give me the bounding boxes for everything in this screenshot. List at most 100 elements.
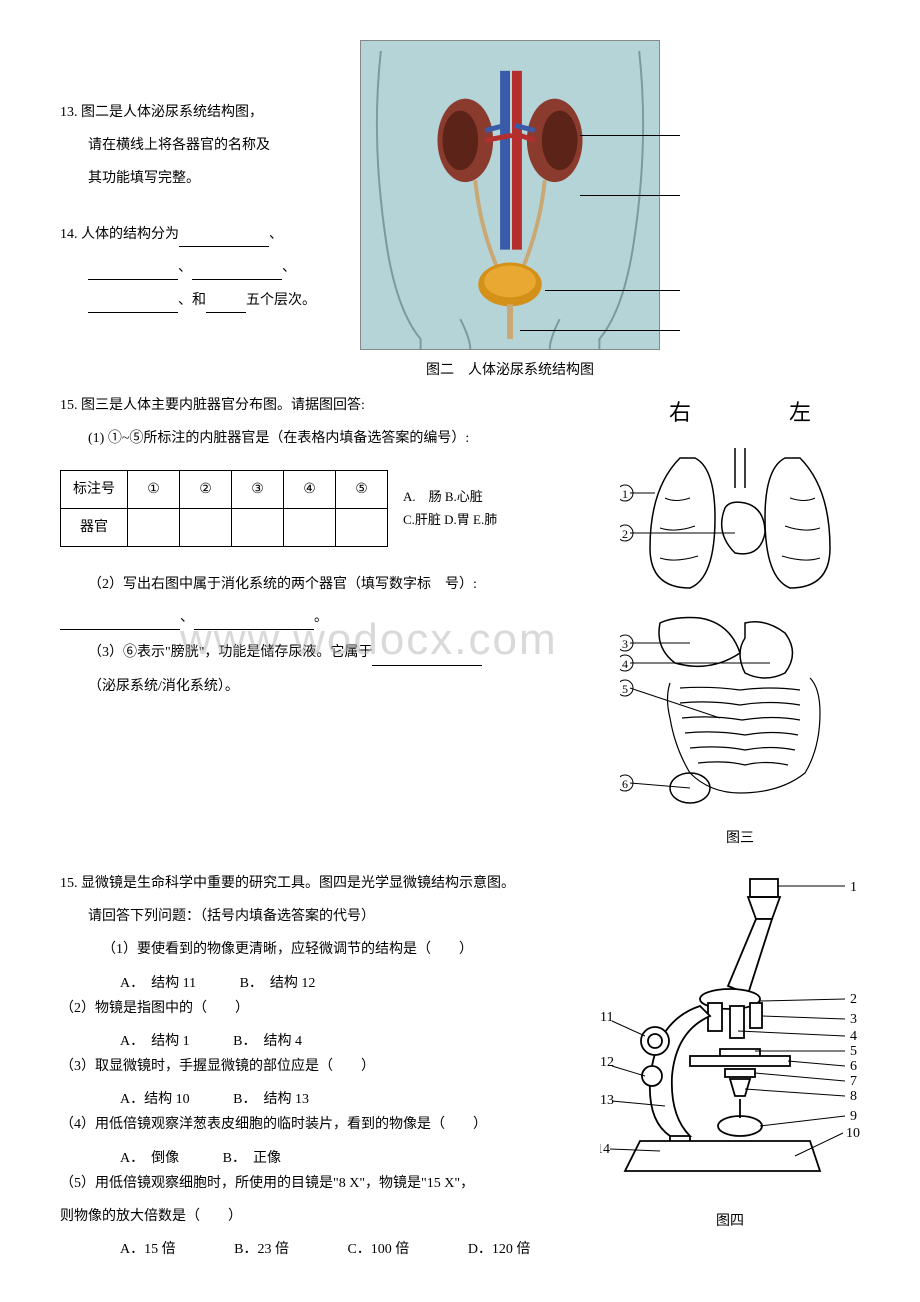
svg-text:10: 10 <box>846 1126 860 1141</box>
blank[interactable] <box>194 614 314 630</box>
svg-text:5: 5 <box>622 682 628 696</box>
question-14: 14. 人体的结构分为、 、、 、和五个层次。 <box>60 222 340 314</box>
blank[interactable] <box>179 231 269 247</box>
figure-2-container: 图二 人体泌尿系统结构图 <box>360 40 860 383</box>
table-row-label: 器官 <box>61 508 128 546</box>
q15a-sub1-text: ①~⑤所标注的内脏器官是（在表格内填备选答案的编号）: <box>108 431 469 446</box>
q15a-number: 15. <box>60 398 78 413</box>
q13-q14-text: 13. 图二是人体泌尿系统结构图， 请在横线上将各器官的名称及 其功能填写完整。… <box>60 40 340 383</box>
figure-4-caption: 图四 <box>600 1209 860 1234</box>
option-b: B． 结构 4 <box>233 1029 302 1054</box>
q15b-sub4-text: 用低倍镜观察洋葱表皮细胞的临时装片，看到的物像是（ ） <box>95 1117 487 1132</box>
svg-text:6: 6 <box>622 777 628 791</box>
q15b-sub3-text: 取显微镜时，手握显微镜的部位应是（ ） <box>95 1059 375 1074</box>
q13-line3: 其功能填写完整。 <box>60 166 340 191</box>
answer-table: 标注号 ① ② ③ ④ ⑤ 器官 <box>60 470 388 547</box>
q14-sep3: 、 <box>282 260 296 275</box>
q14-text-e: 、和 <box>178 293 206 308</box>
svg-text:8: 8 <box>850 1089 857 1104</box>
q14-sep1: 、 <box>269 227 283 242</box>
table-cell[interactable] <box>128 508 180 546</box>
svg-text:4: 4 <box>850 1029 857 1044</box>
blank[interactable] <box>88 297 178 313</box>
q14-sep2: 、 <box>178 260 192 275</box>
question-15a-section: 15. 图三是人体主要内脏器官分布图。请据图回答: (1) ①~⑤所标注的内脏器… <box>60 393 860 851</box>
microscope-svg: 1 2 3 4 5 6 7 8 9 10 11 12 13 14 <box>600 871 860 1201</box>
option-c: C．100 倍 <box>347 1237 409 1262</box>
q15b-sub1-label: （1） <box>102 942 137 957</box>
blank[interactable] <box>88 264 178 280</box>
q15a-text: 图三是人体主要内脏器官分布图。请据图回答: <box>81 398 365 413</box>
blank[interactable] <box>206 297 246 313</box>
organs-svg: 1 2 3 4 5 6 <box>620 438 860 818</box>
q14-text-f: 五个层次。 <box>246 293 316 308</box>
blank[interactable] <box>372 650 482 666</box>
fig2-blank-2[interactable] <box>580 195 680 196</box>
figure-4-container: 1 2 3 4 5 6 7 8 9 10 11 12 13 14 <box>600 871 860 1234</box>
svg-text:2: 2 <box>622 527 628 541</box>
fig3-right-label: 右 <box>669 393 691 433</box>
svg-text:3: 3 <box>850 1012 857 1027</box>
q15a-sub2-sep: 、 <box>180 610 194 625</box>
table-col-5: ⑤ <box>336 470 388 508</box>
option-b: B． 结构 13 <box>233 1087 309 1112</box>
q15a-options: A. 肠 B.心脏 C.肝脏 D.胃 E.肺 <box>403 485 497 532</box>
fig2-blank-4[interactable] <box>520 330 680 331</box>
q15a-sub3-text-a: ⑥表示"膀胱"，功能是储存尿液。它属于 <box>123 645 372 660</box>
svg-text:5: 5 <box>850 1044 857 1059</box>
table-col-1: ① <box>128 470 180 508</box>
svg-text:12: 12 <box>600 1055 614 1070</box>
q15b-sub5-label: （5） <box>60 1176 95 1191</box>
svg-text:11: 11 <box>600 1010 613 1025</box>
table-cell[interactable] <box>180 508 232 546</box>
table-col-4: ④ <box>284 470 336 508</box>
table-col-2: ② <box>180 470 232 508</box>
table-cell[interactable] <box>232 508 284 546</box>
q15a-sub3-text-b: （泌尿系统/消化系统）。 <box>88 679 239 694</box>
q15b-number: 15. <box>60 876 78 891</box>
svg-text:7: 7 <box>850 1074 857 1089</box>
svg-text:1: 1 <box>622 487 628 501</box>
q15a-sub3-label: （3） <box>88 645 123 660</box>
q15b-sub2-label: （2） <box>60 1001 95 1016</box>
fig2-blank-3[interactable] <box>545 290 680 291</box>
option-a: A． 结构 11 <box>120 971 196 996</box>
question-13: 13. 图二是人体泌尿系统结构图， 请在横线上将各器官的名称及 其功能填写完整。 <box>60 100 340 192</box>
q15b-sub2-text: 物镜是指图中的（ ） <box>95 1001 249 1016</box>
question-15a-text: 15. 图三是人体主要内脏器官分布图。请据图回答: (1) ①~⑤所标注的内脏器… <box>60 393 610 707</box>
table-cell[interactable] <box>336 508 388 546</box>
option-b: B． 结构 12 <box>240 971 316 996</box>
svg-text:6: 6 <box>850 1059 857 1074</box>
q13-line2: 请在横线上将各器官的名称及 <box>60 133 340 158</box>
svg-text:14: 14 <box>600 1142 610 1157</box>
option-a: A． 结构 1 <box>120 1029 190 1054</box>
q13-line1: 图二是人体泌尿系统结构图， <box>81 105 263 120</box>
q15a-options-line2: C.肝脏 D.胃 E.肺 <box>403 508 497 531</box>
fig3-left-label: 左 <box>789 393 811 433</box>
option-b: B．23 倍 <box>234 1237 289 1262</box>
figure-3-caption: 图三 <box>620 826 860 851</box>
q15a-sub2-label: （2） <box>88 577 123 592</box>
figure-2-caption: 图二 人体泌尿系统结构图 <box>360 358 660 383</box>
q15b-sub4-label: （4） <box>60 1117 95 1132</box>
q15b-sub3-label: （3） <box>60 1059 95 1074</box>
option-b: B． 正像 <box>223 1146 281 1171</box>
option-d: D．120 倍 <box>468 1237 531 1262</box>
question-15b-text: 15. 显微镜是生命科学中重要的研究工具。图四是光学显微镜结构示意图。 请回答下… <box>60 871 590 1262</box>
q15a-sub1-label: (1) <box>88 431 104 446</box>
figure-3-image: 1 2 3 4 5 6 <box>620 438 860 818</box>
figure-4-image: 1 2 3 4 5 6 7 8 9 10 11 12 13 14 <box>600 871 860 1201</box>
fig2-blank-1[interactable] <box>580 135 680 136</box>
blank[interactable] <box>192 264 282 280</box>
table-cell[interactable] <box>284 508 336 546</box>
figure-3-container: 右 左 <box>620 393 860 851</box>
svg-text:9: 9 <box>850 1109 857 1124</box>
q15b-text1: 显微镜是生命科学中重要的研究工具。图四是光学显微镜结构示意图。 <box>81 876 515 891</box>
q15a-sub2-text: 写出右图中属于消化系统的两个器官（填写数字标 号）: <box>123 577 477 592</box>
q15a-sub2-end: 。 <box>314 610 328 625</box>
blank[interactable] <box>60 614 180 630</box>
svg-text:13: 13 <box>600 1093 614 1108</box>
q15b-text2: 请回答下列问题：（括号内填备选答案的代号） <box>60 904 590 929</box>
svg-text:2: 2 <box>850 992 857 1007</box>
svg-text:3: 3 <box>622 637 628 651</box>
